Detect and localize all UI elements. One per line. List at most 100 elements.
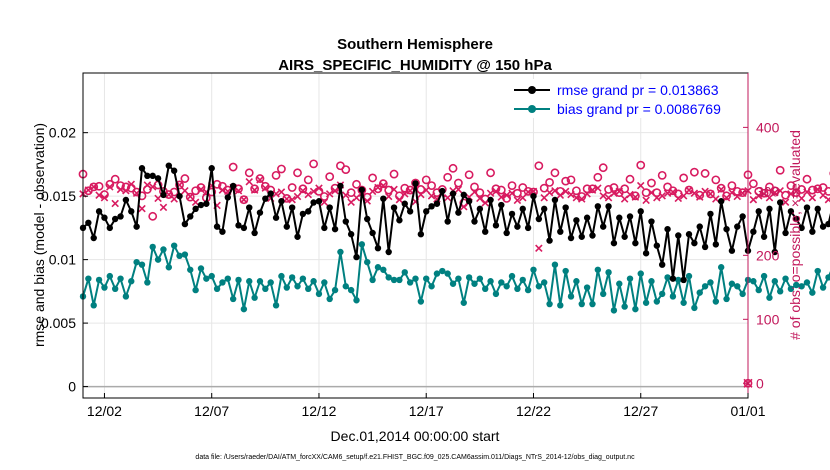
obs-evaluated-marker (234, 186, 243, 195)
bias-point (589, 300, 596, 308)
rmse-point (294, 233, 301, 240)
bias-point (331, 286, 339, 294)
obs-evaluated-stroke (138, 204, 146, 213)
legend-rmse-label: rmse grand pr = 0.013863 (557, 82, 719, 98)
rmse-point (814, 205, 821, 213)
obs-evaluated-marker (588, 186, 597, 194)
bias-point (337, 248, 344, 256)
obs-evaluated-marker (561, 187, 570, 196)
obs-evaluated-stroke (320, 198, 329, 206)
obs-evaluated-marker (728, 188, 736, 197)
obs-evaluated-stroke (674, 194, 683, 203)
rmse-point (621, 233, 628, 240)
obs-evaluated-stroke (100, 193, 109, 202)
obs-evaluated-marker (492, 187, 500, 196)
bias-point (439, 267, 446, 275)
rmse-point (170, 167, 178, 174)
obs-evaluated-stroke (395, 195, 404, 204)
bias-point (825, 274, 830, 281)
obs-evaluated-stroke (486, 189, 495, 198)
obs-possible-marker (545, 177, 554, 187)
rmse-point (439, 187, 446, 195)
obs-possible-marker (523, 186, 533, 196)
bias-point (707, 279, 714, 286)
rmse-point (524, 224, 532, 232)
y2-tick-label: 400 (756, 119, 780, 135)
obs-evaluated-stroke (653, 193, 661, 202)
legend: rmse grand pr = 0.013863 bias grand pr =… (510, 79, 745, 118)
obs-evaluated-stroke (733, 192, 742, 201)
bias-point (235, 276, 242, 284)
x-axis-label: Dec.01,2014 00:00:00 start (331, 428, 500, 444)
bias-point (160, 246, 167, 253)
obs-possible-marker (389, 169, 399, 179)
obs-possible-marker (470, 182, 479, 192)
obs-possible-marker (454, 178, 463, 188)
obs-evaluated-stroke (556, 191, 565, 199)
obs-evaluated-marker (781, 198, 790, 206)
bias-point (192, 286, 199, 294)
bias-point (428, 283, 435, 290)
obs-evaluated-marker (717, 185, 725, 194)
obs-evaluated-stroke (132, 189, 141, 198)
rmse-point (691, 239, 698, 247)
y-tick-label: 0 (68, 379, 76, 395)
obs-evaluated-marker (325, 190, 334, 198)
obs-possible-marker (652, 188, 662, 198)
obs-evaluated-marker (299, 186, 307, 195)
obs-possible-marker (689, 167, 699, 177)
x-tick-label: 01/01 (730, 403, 765, 419)
bias-point (138, 261, 146, 268)
bias-point (256, 278, 264, 285)
bias-point (272, 302, 280, 309)
obs-evaluated-marker (272, 190, 280, 198)
bias-point (766, 294, 773, 301)
bias-point (546, 300, 553, 308)
bias-point (594, 266, 602, 273)
bias-point (267, 279, 274, 286)
bias-point (208, 272, 215, 280)
rmse-point (364, 215, 371, 223)
obs-evaluated-stroke (502, 191, 511, 199)
legend-rmse-marker (528, 86, 536, 94)
bias-point (423, 275, 430, 282)
rmse-point (476, 205, 484, 213)
obs-evaluated-marker (470, 188, 479, 196)
obs-evaluated-marker (159, 203, 168, 212)
bias-point (530, 266, 537, 273)
rmse-point (106, 224, 114, 232)
bias-point (508, 272, 516, 280)
bias-point (498, 279, 505, 286)
obs-evaluated-stroke (535, 244, 543, 253)
obs-evaluated-marker (610, 189, 618, 198)
obs-evaluated-marker (256, 176, 264, 184)
rmse-point (482, 228, 489, 235)
obs-evaluated-stroke (685, 186, 693, 194)
obs-possible-marker (625, 174, 635, 184)
rmse-point (546, 237, 553, 244)
bias-point (213, 285, 221, 293)
obs-evaluated-marker (535, 244, 543, 253)
bias-point (95, 276, 103, 284)
obs-evaluated-stroke (712, 195, 720, 203)
legend-bias-marker (528, 105, 536, 113)
bias-point (240, 305, 248, 313)
obs-possible-marker (647, 178, 656, 188)
obs-evaluated-marker (401, 190, 409, 198)
obs-evaluated-stroke (116, 185, 125, 194)
obs-evaluated-marker (690, 189, 699, 198)
obs-possible-marker (775, 165, 785, 175)
rmse-point (337, 182, 344, 190)
rmse-point (610, 239, 618, 247)
obs-evaluated-marker (760, 190, 768, 198)
y-tick-label: 0.01 (49, 252, 76, 268)
bias-point (176, 252, 183, 260)
obs-evaluated-stroke (384, 192, 393, 201)
rmse-point (616, 214, 623, 221)
obs-evaluated-marker (111, 199, 119, 208)
obs-evaluated-stroke (754, 192, 763, 200)
obs-possible-marker (464, 170, 474, 180)
rmse-point (154, 175, 162, 182)
rmse-point (471, 218, 478, 225)
bias-point (288, 274, 296, 281)
